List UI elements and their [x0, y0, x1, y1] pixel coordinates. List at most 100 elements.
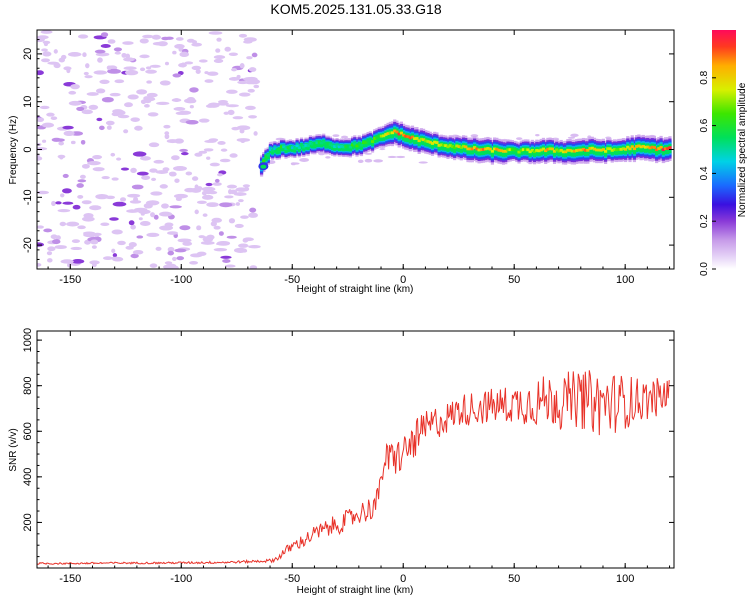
- colorbar-label: Normalized spectral amplitude: [737, 82, 748, 217]
- ridge-core-cell: [415, 137, 419, 140]
- noise-blob: [206, 156, 211, 160]
- noise-blob: [185, 119, 199, 125]
- noise-blob: [179, 51, 190, 58]
- ridge-core-cell: [348, 145, 352, 149]
- ridge-core-cell: [617, 147, 621, 151]
- noise-blob: [50, 234, 58, 240]
- noise-blob: [205, 104, 215, 108]
- noise-blob: [121, 52, 127, 58]
- ridge-core-cell: [386, 132, 390, 135]
- noise-blob: [174, 178, 180, 183]
- noise-blob: [191, 42, 203, 47]
- noise-blob: [107, 39, 116, 44]
- noise-blob: [139, 156, 151, 161]
- snr-x-label: Height of straight line (km): [297, 585, 414, 596]
- noise-blob: [148, 142, 160, 148]
- noise-blob: [101, 96, 114, 103]
- noise-blob: [213, 247, 228, 252]
- noise-blob: [72, 204, 81, 210]
- noise-blob: [194, 152, 203, 157]
- noise-blob: [189, 87, 199, 93]
- noise-blob: [157, 41, 168, 47]
- noise-blob: [62, 125, 74, 130]
- noise-blob: [77, 194, 84, 199]
- noise-blob: [219, 202, 233, 208]
- noise-blob: [95, 88, 106, 94]
- noise-blob: [218, 231, 224, 236]
- ridge-core-cell: [532, 150, 537, 154]
- noise-blob: [93, 70, 108, 75]
- ridge-core-cell: [353, 142, 357, 146]
- noise-blob: [171, 155, 180, 161]
- ridge-core-cell: [515, 149, 519, 153]
- colorbar-tick-label: 0.2: [699, 214, 710, 228]
- noise-blob: [83, 212, 94, 219]
- ridge-core-cell: [481, 147, 486, 151]
- ridge-core-cell: [337, 145, 341, 149]
- noise-blob: [83, 232, 96, 238]
- ridge-core-cell: [430, 142, 435, 145]
- noise-blob: [248, 212, 258, 218]
- noise-blob: [228, 189, 233, 195]
- noise-blob: [136, 89, 148, 95]
- ridge-halo-blob: [325, 156, 331, 159]
- ridge-core-cell: [271, 149, 275, 152]
- ridge-core-cell: [266, 153, 270, 157]
- noise-blob: [242, 238, 249, 243]
- spectrogram-x-tick-label: -50: [284, 274, 300, 286]
- noise-blob: [37, 190, 49, 195]
- snr-y-tick-label: 1000: [22, 328, 34, 352]
- ridge-halo-blob: [340, 135, 349, 139]
- noise-blob: [100, 222, 110, 227]
- noise-blob: [43, 228, 53, 233]
- noise-blob: [41, 48, 48, 52]
- snr-x-tick-label: -50: [284, 573, 300, 585]
- noise-blob: [129, 200, 142, 204]
- spectrogram-x-tick-label: 50: [508, 274, 520, 286]
- noise-blob: [203, 148, 214, 152]
- noise-blob: [225, 89, 238, 94]
- ridge-core-cell: [342, 145, 346, 149]
- ridge-core-cell: [526, 148, 530, 152]
- snr-x-tick-label: 100: [616, 573, 634, 585]
- ridge-core-cell: [275, 148, 279, 152]
- noise-blob: [82, 52, 87, 58]
- ridge-core-cell: [552, 149, 557, 153]
- ridge-core-cell: [404, 134, 408, 138]
- noise-blob: [136, 171, 149, 176]
- ridge-core-cell: [339, 145, 344, 148]
- noise-blob: [77, 179, 87, 183]
- noise-blob: [123, 129, 129, 134]
- ridge-core-cell: [470, 147, 475, 151]
- ridge-core-cell: [659, 145, 663, 149]
- ridge-halo-blob: [396, 155, 406, 159]
- noise-blob: [176, 256, 185, 261]
- noise-blob: [42, 139, 47, 143]
- ridge-core-cell: [273, 147, 277, 151]
- noise-blob: [132, 250, 144, 255]
- noise-blob: [76, 106, 85, 111]
- ridge-core-cell: [668, 146, 672, 149]
- ridge-core-cell: [408, 136, 412, 140]
- ridge-core-cell: [373, 137, 377, 140]
- noise-blob: [71, 259, 85, 264]
- ridge-start-core: [260, 164, 267, 169]
- ridge-core-cell: [355, 144, 359, 148]
- noise-blob: [175, 111, 187, 115]
- ridge-core-cell: [661, 148, 665, 152]
- noise-blob: [141, 175, 151, 180]
- noise-blob: [208, 31, 223, 35]
- ridge-core-cell: [461, 144, 466, 148]
- ridge-core-cell: [346, 145, 350, 149]
- noise-blob: [153, 214, 159, 220]
- ridge-halo-blob: [332, 134, 340, 138]
- noise-blob: [219, 158, 231, 163]
- noise-blob: [146, 92, 158, 98]
- ridge-core-cell: [291, 146, 295, 150]
- noise-blob: [174, 248, 187, 253]
- noise-blob: [164, 61, 170, 66]
- noise-blob: [77, 34, 89, 39]
- ridge-core-cell: [544, 149, 548, 153]
- noise-blob: [46, 251, 53, 256]
- noise-blob: [117, 114, 130, 119]
